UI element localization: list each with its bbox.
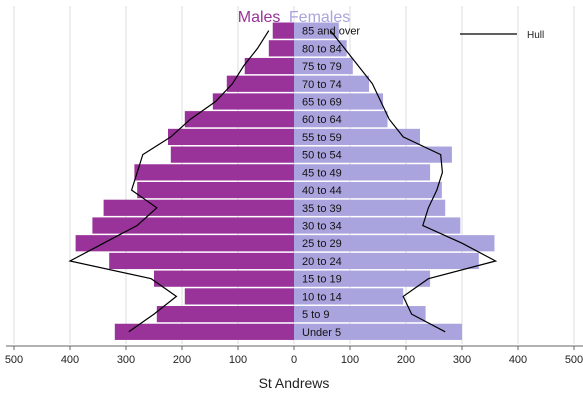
x-axis-title: St Andrews	[259, 375, 330, 391]
chart-title: Males Females	[238, 9, 351, 26]
age-label: Under 5	[302, 327, 341, 339]
age-label: 75 to 79	[302, 61, 342, 73]
age-label: 5 to 9	[302, 309, 330, 321]
bar-females	[294, 235, 495, 252]
x-tick-label: 500	[5, 354, 23, 366]
bar-females	[294, 217, 461, 234]
bar-males	[272, 22, 294, 39]
bar-females	[294, 288, 404, 305]
bar-females	[294, 22, 339, 39]
bar-males	[109, 252, 294, 270]
age-label: 50 to 54	[302, 150, 342, 162]
age-label: 30 to 34	[302, 221, 342, 233]
bar-males	[156, 306, 294, 323]
bar-females	[294, 164, 431, 181]
bar-males	[170, 146, 294, 163]
age-label: 40 to 44	[302, 185, 342, 197]
bar-males	[75, 235, 294, 252]
x-tick-label: 300	[117, 354, 135, 366]
age-label: 15 to 19	[302, 274, 342, 286]
x-tick-label: 500	[565, 354, 583, 366]
title-males: Males	[238, 9, 281, 26]
x-tick-label: 100	[229, 354, 247, 366]
bar-females	[294, 252, 479, 270]
x-tick-label: 300	[453, 354, 471, 366]
x-axis: 500 400 300 200 100 0 100 200 300 400 500	[5, 345, 583, 366]
hull-line-females	[329, 30, 498, 333]
bar-males	[168, 128, 294, 146]
bar-females	[294, 111, 388, 128]
bar-females	[294, 75, 370, 92]
bars	[75, 22, 495, 340]
bar-females	[294, 270, 431, 287]
age-label: 45 to 49	[302, 167, 342, 179]
age-label: 10 to 14	[302, 291, 342, 303]
bar-males	[184, 288, 294, 305]
age-label: 65 to 69	[302, 96, 342, 108]
age-label: 25 to 29	[302, 238, 342, 250]
bar-females	[294, 146, 452, 163]
x-tick-label: 200	[173, 354, 191, 366]
age-label: 60 to 64	[302, 114, 342, 126]
bar-females	[294, 128, 420, 146]
bar-females	[294, 93, 384, 110]
hull-overlay	[68, 30, 498, 333]
age-label: 80 to 84	[302, 43, 342, 55]
bar-males	[212, 93, 294, 110]
bar-males	[244, 57, 294, 75]
title-females: Females	[289, 9, 350, 26]
age-label: 20 to 24	[302, 256, 342, 268]
bar-females	[294, 181, 442, 199]
age-label: 70 to 74	[302, 79, 342, 91]
bar-males	[92, 217, 295, 234]
bar-males	[184, 111, 294, 128]
bar-males	[268, 40, 294, 57]
x-tick-label: 0	[291, 354, 297, 366]
bar-females	[294, 40, 347, 57]
bar-females	[294, 57, 353, 75]
bar-females	[294, 323, 462, 340]
legend: Hull	[460, 30, 544, 41]
x-tick-label: 400	[61, 354, 79, 366]
x-tick-label: 100	[341, 354, 359, 366]
hull-line-males	[68, 30, 270, 333]
bar-males	[154, 270, 294, 287]
bar-males	[103, 199, 294, 216]
bar-males	[134, 164, 294, 181]
bar-males	[114, 323, 294, 340]
age-label: 55 to 59	[302, 132, 342, 144]
bar-males	[226, 75, 294, 92]
legend-hull-label: Hull	[527, 30, 544, 41]
bar-males	[137, 181, 294, 199]
bar-females	[294, 199, 446, 216]
age-label: 35 to 39	[302, 203, 342, 215]
x-tick-label: 200	[397, 354, 415, 366]
x-tick-label: 400	[509, 354, 527, 366]
bar-females	[294, 306, 426, 323]
